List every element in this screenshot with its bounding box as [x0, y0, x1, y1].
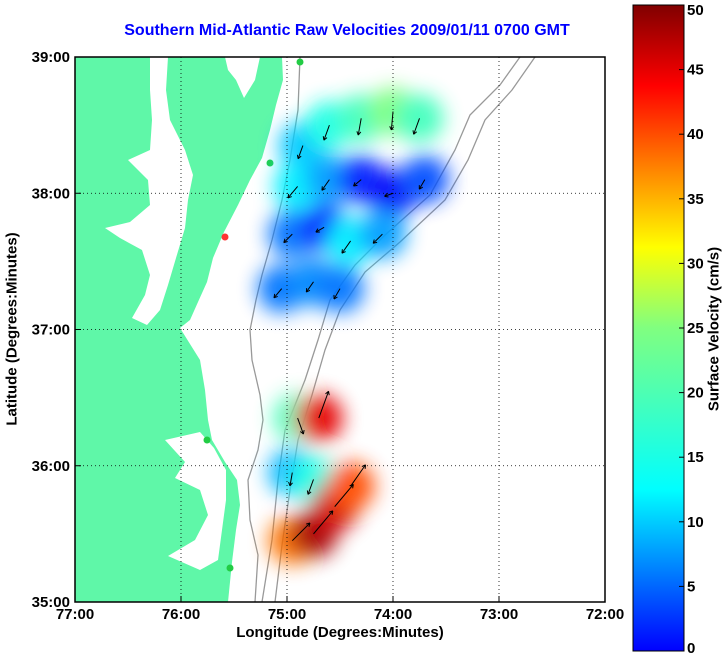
velocity-arrow [306, 479, 314, 495]
radar-station-marker [226, 564, 234, 572]
radar-station-marker [296, 58, 304, 66]
colorbar-tick-label: 10 [687, 514, 704, 531]
x-tick-label: 76:00 [162, 606, 200, 623]
y-tick-label: 39:00 [32, 49, 70, 66]
velocity-arrow [291, 522, 311, 542]
velocity-arrow [296, 145, 304, 160]
x-axis-label: Longitude (Degrees:Minutes) [236, 624, 444, 641]
y-tick-label: 38:00 [32, 185, 70, 202]
colorbar-label: Surface Velocity (cm/s) [705, 246, 723, 412]
colorbar-tick-label: 40 [687, 126, 704, 143]
y-axis-label: Latitude (Degrees:Minutes) [3, 232, 21, 426]
colorbar-tick-label: 15 [687, 449, 704, 466]
velocity-arrow [318, 390, 330, 419]
velocity-arrow [287, 186, 298, 199]
velocity-arrow [315, 226, 325, 233]
colorbar [632, 4, 685, 652]
colorbar-tick-label: 25 [687, 320, 704, 337]
velocity-arrow [297, 417, 305, 435]
velocity-arrow [372, 233, 383, 244]
velocity-arrow [321, 179, 330, 191]
colorbar-tick-label: 45 [687, 62, 704, 79]
chesapeake-bay [105, 57, 193, 325]
colorbar-tick-label: 20 [687, 385, 704, 402]
velocity-arrow [273, 288, 283, 299]
velocity-arrow [384, 192, 394, 198]
velocity-arrow [341, 240, 352, 254]
x-tick-label: 74:00 [374, 606, 412, 623]
x-tick-label: 72:00 [586, 606, 624, 623]
velocity-arrow [305, 281, 314, 293]
x-tick-label: 75:00 [268, 606, 306, 623]
colorbar-tick-label: 5 [687, 578, 695, 595]
y-tick-label: 36:00 [32, 458, 70, 475]
delaware-bay [225, 57, 260, 98]
colorbar-tick-label: 50 [687, 2, 704, 19]
radar-station-marker [266, 159, 274, 167]
velocity-arrow [418, 179, 426, 190]
velocity-arrow [288, 472, 293, 487]
colorbar-tick-label: 0 [687, 640, 695, 657]
velocity-arrow [353, 179, 362, 187]
velocity-arrow [313, 510, 334, 535]
pamlico-sound [165, 432, 226, 570]
colorbar-tick-label: 30 [687, 255, 704, 272]
velocity-arrow [322, 124, 330, 141]
y-tick-label: 35:00 [32, 594, 70, 611]
chart-title: Southern Mid-Atlantic Raw Velocities 200… [124, 22, 570, 39]
velocity-arrow [356, 118, 362, 136]
velocity-arrow [412, 118, 420, 135]
velocity-arrow [389, 111, 395, 131]
x-tick-label: 73:00 [480, 606, 518, 623]
radar-station-marker [221, 233, 229, 241]
x-tick-label: 77:00 [56, 606, 94, 623]
colorbar-tick-label: 35 [687, 191, 704, 208]
radar-station-marker [203, 436, 211, 444]
velocity-arrow [333, 288, 341, 300]
y-tick-label: 37:00 [32, 322, 70, 339]
